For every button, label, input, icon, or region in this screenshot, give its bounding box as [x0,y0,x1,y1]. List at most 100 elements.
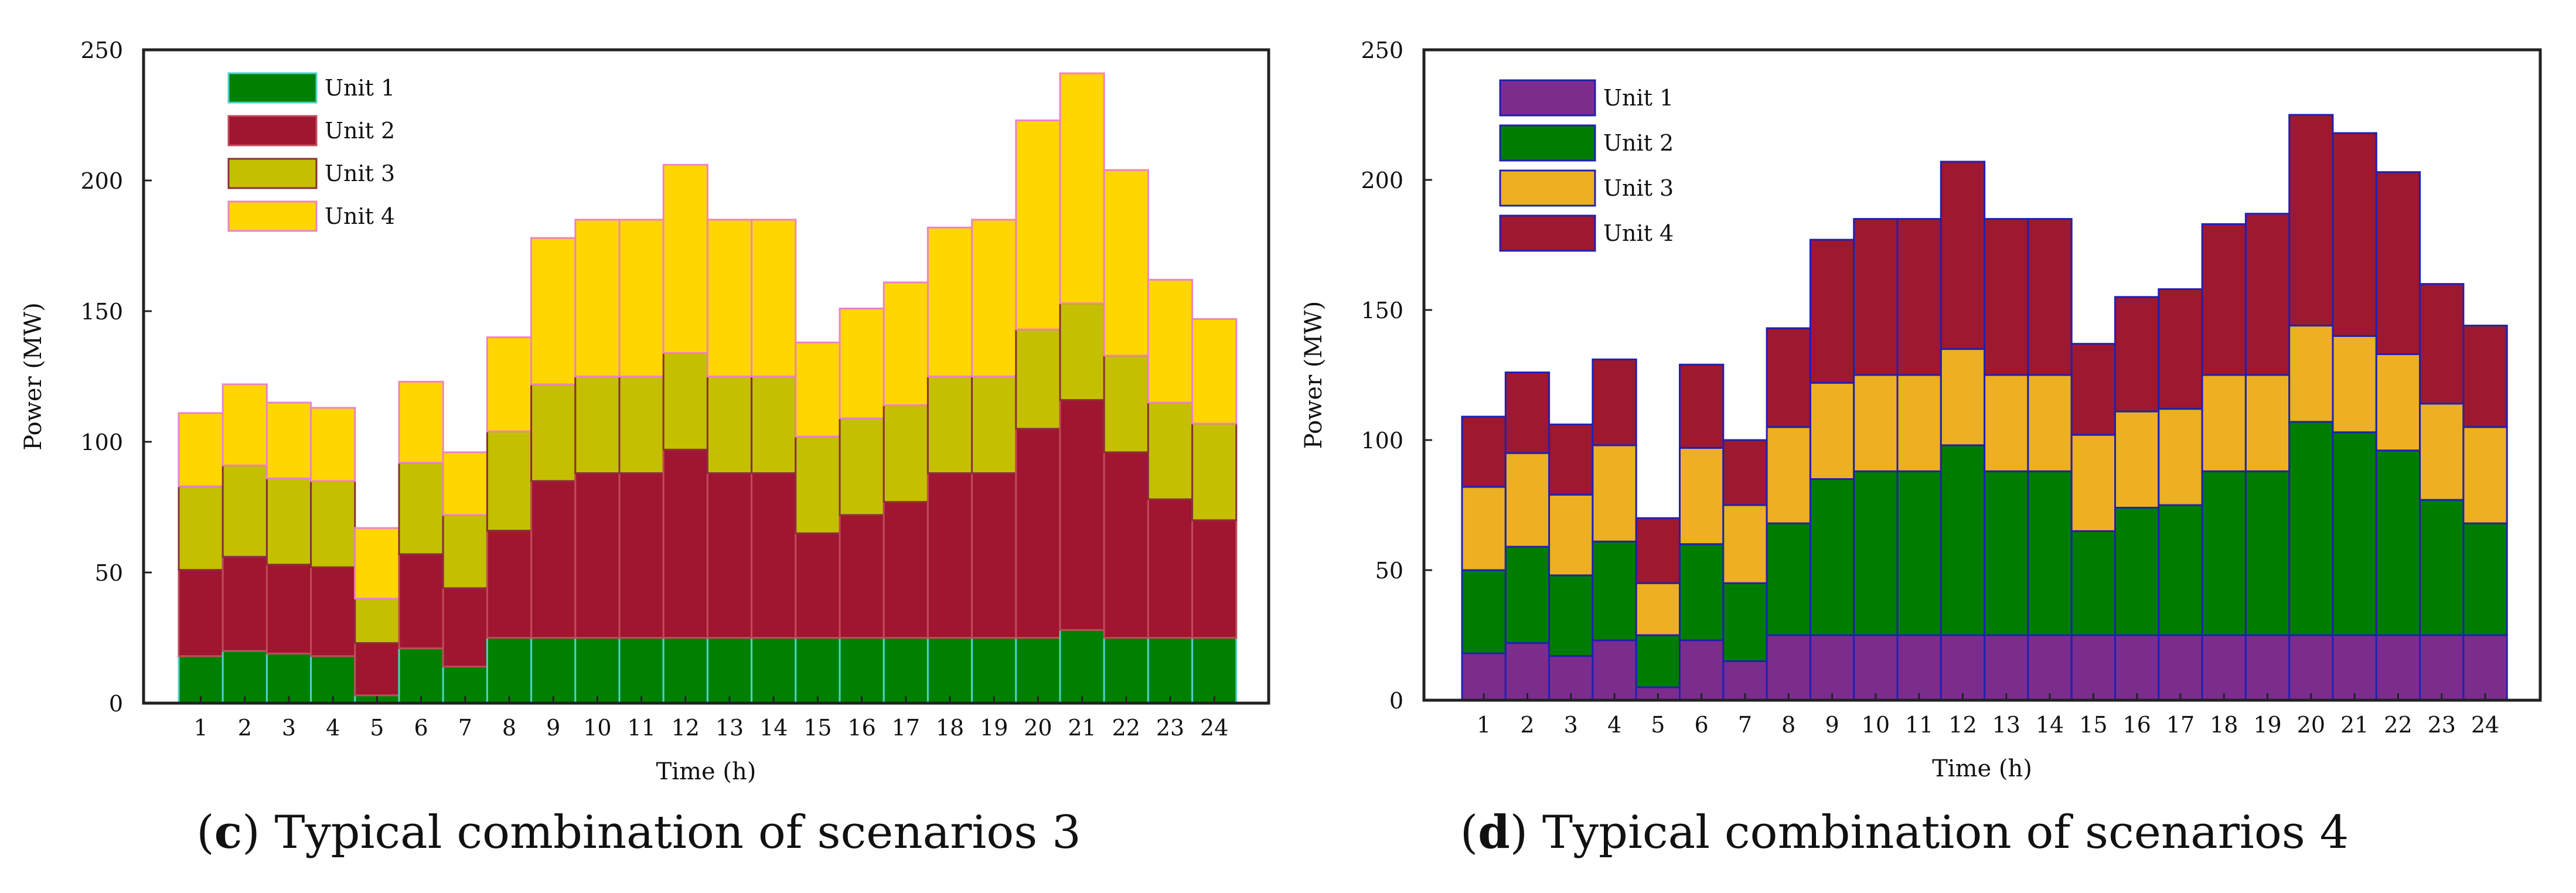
bar-unit-3-t3 [1548,493,1594,577]
bar-unit-4-t18 [926,226,973,377]
legend-swatch-4 [1499,214,1596,252]
x-tick-label: 7 [1738,712,1752,738]
bar-unit-3-t12 [662,352,708,451]
bar-unit-4-t16 [839,308,885,420]
x-tick-label: 23 [2428,712,2456,738]
bar-unit-2-t20 [1015,428,1061,639]
bar-unit-2-t23 [1147,498,1194,639]
bar-unit-3-t23 [2419,403,2465,501]
bar-unit-2-t5 [354,642,400,697]
y-tick-label: 0 [1389,688,1403,714]
bar-unit-3-t22 [1103,355,1149,454]
bar-unit-2-t4 [1592,540,1637,642]
bar-unit-4-t7 [1722,439,1768,506]
bar-unit-2-t15 [2070,530,2116,636]
bar-unit-3-t16 [2114,410,2160,509]
bar-unit-1-t14 [751,637,797,704]
y-tick-label: 50 [95,560,123,586]
x-tick-label: 7 [458,715,472,741]
x-tick-label: 14 [759,715,788,741]
y-tick-label: 100 [80,430,123,455]
bar-unit-2-t11 [618,472,665,639]
x-tick-label: 13 [715,715,744,741]
bar-unit-1-t15 [2070,634,2116,701]
x-tick-label: 17 [2166,712,2195,738]
bar-unit-4-t22 [2375,171,2421,355]
bar-unit-2-t12 [1940,444,1986,636]
x-tick-label: 1 [1477,712,1491,738]
bar-unit-2-t16 [839,514,885,639]
bar-unit-3-t12 [1940,348,1986,446]
bar-unit-3-t2 [222,464,268,558]
x-tick-label: 20 [1024,715,1052,741]
bar-unit-4-t13 [1984,218,2029,376]
y-tick-label: 100 [1361,428,1403,454]
x-tick-label: 5 [1651,712,1665,738]
x-tick-label: 24 [2471,712,2499,738]
y-tick-label: 0 [109,691,123,717]
bar-unit-2-t13 [706,472,753,639]
x-tick-label: 8 [502,715,516,741]
bar-unit-2-t23 [2419,499,2465,636]
bar-unit-2-t24 [2462,522,2508,636]
bar-unit-1-t3 [265,652,312,704]
x-tick-label: 2 [238,715,252,741]
x-tick-label: 14 [2036,712,2064,738]
bar-unit-4-t15 [2070,343,2116,436]
bar-unit-3-t1 [178,485,224,571]
bar-unit-4-t9 [1809,238,1855,384]
legend-label-1: Unit 1 [325,75,395,101]
bar-unit-4-t23 [2419,283,2465,405]
bar-unit-4-t18 [2201,223,2247,376]
bar-unit-2-t19 [971,472,1017,639]
legend-swatch-3 [227,158,318,189]
bar-unit-2-t17 [882,501,929,639]
bar-unit-4-t1 [1461,415,1507,488]
bar-unit-3-t4 [310,480,356,568]
bar-unit-3-t24 [1191,422,1238,522]
bar-unit-3-t19 [2244,374,2291,472]
caption-c: (c) Typical combination of scenarios 3 [196,806,1081,859]
x-tick-label: 18 [936,715,964,741]
bar-unit-4-t14 [2027,218,2073,376]
x-tick-label: 12 [1948,712,1977,738]
bar-unit-1-t11 [1896,634,1942,701]
bar-unit-2-t21 [1059,399,1105,631]
y-axis-label: Power (MW) [20,302,47,450]
chart-panel-d: 1 2 3 4 5 6 7 8 9 10 11 12 13 14 15 16 17 18 19 20 21 22 23 240… [1300,38,2542,782]
bar-unit-2-t8 [1766,522,1811,636]
bar-unit-1-t13 [706,637,753,704]
bar-unit-1-t9 [1809,634,1855,701]
bar-unit-3-t5 [1635,582,1681,636]
bar-unit-3-t17 [882,404,929,503]
bar-unit-1-t24 [2462,634,2508,701]
x-tick-label: 4 [326,715,340,741]
panel-label-c: c [214,806,243,859]
x-tick-label: 15 [2079,712,2107,738]
bar-unit-3-t15 [795,435,841,534]
bar-unit-1-t6 [398,647,444,704]
bar-unit-3-t21 [1059,302,1105,401]
legend-label-3: Unit 3 [1603,175,1674,201]
bar-unit-1-t12 [1940,634,1986,701]
bar-unit-4-t4 [1592,358,1637,446]
bar-unit-2-t24 [1191,519,1238,639]
bar-unit-3-t13 [706,376,753,475]
y-tick-label: 150 [80,299,123,325]
legend-label-2: Unit 2 [1603,130,1674,156]
bar-unit-3-t20 [1015,328,1061,430]
bar-unit-4-t8 [1766,327,1811,428]
bar-unit-2-t22 [1103,451,1149,639]
bar-unit-3-t10 [574,376,621,475]
bar-unit-3-t7 [1722,504,1768,584]
bar-unit-2-t9 [530,480,577,639]
bar-unit-1-t18 [926,637,973,704]
bar-unit-1-t23 [1147,637,1194,704]
y-tick-label: 250 [1361,38,1403,63]
bar-unit-2-t21 [2332,431,2377,636]
bar-unit-2-t8 [486,530,533,639]
bar-unit-1-t2 [222,650,268,704]
x-tick-label: 10 [1862,712,1890,738]
bar-unit-1-t13 [1984,634,2029,701]
bar-unit-2-t1 [178,569,224,657]
